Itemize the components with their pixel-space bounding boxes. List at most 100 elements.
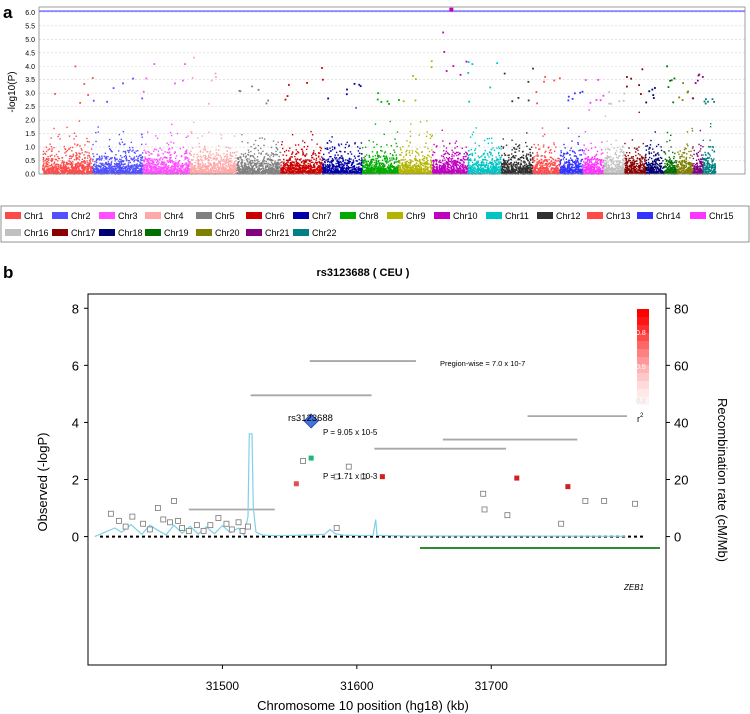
snp-point — [117, 166, 119, 168]
snp-point — [82, 168, 84, 170]
snp-point — [257, 167, 259, 170]
snp-point — [75, 163, 78, 165]
snp-point — [240, 153, 243, 155]
snp-point — [194, 161, 196, 164]
snp-point — [108, 166, 111, 168]
snp-point — [73, 171, 75, 173]
snp-point — [301, 167, 303, 169]
snp-point — [373, 167, 376, 170]
snp-point — [370, 165, 373, 167]
snp-point — [308, 172, 310, 174]
snp-point — [325, 171, 327, 173]
snp-point — [360, 167, 362, 170]
snp-point — [189, 171, 191, 174]
snp-point — [250, 145, 252, 148]
snp-point — [302, 162, 305, 164]
snp-point — [270, 163, 272, 166]
snp-point — [319, 167, 321, 169]
snp-point — [298, 163, 300, 166]
snp-point — [381, 159, 384, 161]
snp-point — [156, 161, 158, 163]
snp-point — [230, 155, 232, 157]
snp-point — [145, 160, 148, 162]
snp-point — [157, 150, 160, 152]
snp-point — [360, 171, 362, 173]
snp-point — [368, 170, 370, 172]
snp-point — [275, 163, 278, 165]
snp-point — [220, 168, 222, 170]
snp-point — [245, 170, 248, 173]
snp-point — [100, 169, 103, 171]
snp-point — [315, 171, 318, 174]
snp-point — [125, 171, 127, 174]
snp-point — [387, 169, 390, 171]
snp-point — [79, 101, 82, 104]
snp-point — [272, 169, 275, 171]
snp-point — [134, 167, 136, 169]
snp-point — [384, 159, 386, 161]
snp-point — [299, 159, 301, 161]
snp-point — [345, 172, 348, 175]
snp-point — [240, 165, 242, 168]
snp-point — [146, 169, 149, 171]
snp-point — [289, 172, 291, 174]
snp-point — [281, 167, 284, 169]
snp-point — [231, 170, 234, 173]
snp-point — [108, 147, 111, 150]
snp-point — [257, 144, 260, 147]
snp-point — [244, 162, 246, 164]
snp-point — [393, 169, 395, 171]
snp-point — [200, 166, 203, 168]
snp-point — [76, 171, 78, 173]
snp-point — [292, 171, 294, 173]
snp-point — [391, 157, 393, 159]
snp-point — [120, 162, 122, 164]
snp-point — [215, 149, 217, 151]
snp-point — [289, 169, 292, 171]
snp-point — [185, 151, 188, 153]
snp-point — [234, 169, 236, 172]
snp-point — [313, 170, 316, 173]
snp-point — [285, 166, 287, 169]
snp-point — [185, 150, 187, 152]
snp-point — [387, 164, 390, 166]
snp-point — [42, 153, 45, 155]
snp-point — [296, 170, 298, 173]
snp-point — [158, 170, 160, 173]
snp-point — [170, 170, 173, 172]
snp-point — [168, 160, 171, 162]
snp-point — [330, 155, 332, 158]
snp-point — [282, 164, 285, 166]
snp-point — [242, 170, 244, 172]
snp-point — [378, 162, 380, 165]
snp-point — [223, 169, 225, 171]
snp-point — [363, 170, 366, 172]
snp-point — [186, 157, 189, 159]
snp-point — [224, 161, 227, 164]
snp-point — [362, 172, 364, 175]
snp-point — [145, 166, 148, 169]
snp-point — [344, 146, 347, 149]
snp-point — [204, 157, 206, 159]
snp-point — [329, 167, 331, 169]
snp-point — [160, 157, 162, 159]
snp-point — [62, 169, 64, 171]
snp-point — [362, 166, 364, 168]
snp-point — [171, 159, 173, 162]
snp-point — [291, 153, 293, 155]
snp-point — [137, 160, 139, 163]
snp-point — [199, 158, 202, 160]
snp-point — [50, 170, 52, 173]
snp-point — [183, 168, 185, 170]
snp-point — [247, 170, 249, 172]
snp-point — [363, 171, 365, 173]
snp-point — [147, 168, 149, 170]
snp-point — [302, 153, 305, 156]
snp-point — [344, 161, 346, 164]
snp-point — [54, 169, 57, 171]
snp-point — [253, 167, 256, 170]
snp-point — [153, 164, 156, 166]
snp-point — [119, 168, 121, 170]
snp-point — [340, 164, 343, 166]
snp-point — [48, 158, 50, 160]
